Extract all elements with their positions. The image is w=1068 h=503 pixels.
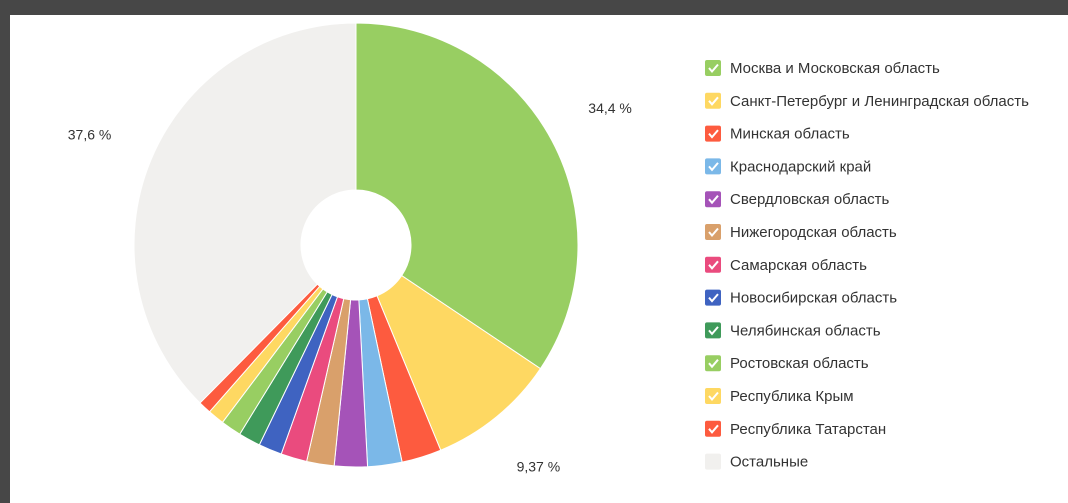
legend-check — [708, 359, 719, 369]
legend-label: Санкт-Петербург и Ленинградская область — [730, 93, 1029, 110]
legend-item[interactable]: Свердловская область — [705, 191, 890, 208]
legend-label: Минская область — [730, 126, 850, 143]
legend-item[interactable]: Челябинская область — [705, 322, 881, 339]
legend-check — [708, 63, 719, 74]
legend-label: Республика Татарстан — [730, 421, 886, 438]
legend-label: Челябинская область — [730, 322, 881, 339]
legend-label: Самарская область — [730, 257, 867, 274]
legend-label: Свердловская область — [730, 191, 890, 208]
legend-item[interactable]: Республика Татарстан — [705, 421, 886, 438]
legend-check — [708, 391, 719, 402]
legend-checkbox — [705, 158, 721, 175]
legend-checkbox — [705, 420, 721, 437]
value-label: 34,4 % — [588, 100, 632, 116]
legend-item[interactable]: Республика Крым — [705, 388, 854, 405]
legend-item[interactable]: Краснодарский край — [705, 158, 871, 175]
legend-checkbox — [705, 125, 721, 142]
legend-label: Республика Крым — [730, 388, 854, 405]
legend-checkbox — [705, 92, 721, 109]
legend-item[interactable]: Ростовская область — [705, 355, 869, 372]
legend-label: Остальные — [730, 454, 808, 471]
legend-item[interactable]: Москва и Московская область — [705, 60, 940, 77]
legend-check — [708, 129, 719, 139]
legend-item[interactable]: Нижегородская область — [705, 224, 897, 241]
legend-item[interactable]: Новосибирская область — [705, 290, 897, 307]
slice — [133, 22, 357, 404]
legend-checkbox — [705, 388, 721, 404]
legend-checkbox — [705, 355, 721, 372]
legend-item[interactable]: Санкт-Петербург и Ленинградская область — [705, 93, 1029, 110]
legend-checkbox — [705, 289, 721, 306]
slice — [355, 22, 579, 370]
legend-check — [708, 96, 719, 106]
legend-check — [708, 293, 719, 303]
legend-label: Ростовская область — [730, 355, 869, 372]
legend-checkbox — [705, 256, 721, 273]
value-label: 9,37 % — [517, 459, 561, 475]
legend-check — [708, 424, 719, 434]
legend-label: Новосибирская область — [730, 290, 897, 307]
legend-checkbox — [705, 453, 721, 470]
legend-checkbox — [705, 60, 721, 76]
legend-item[interactable]: Самарская область — [705, 257, 867, 274]
value-label: 37,6 % — [68, 126, 112, 142]
legend-check — [708, 326, 719, 336]
legend-check — [708, 162, 719, 172]
legend-label: Нижегородская область — [730, 224, 897, 241]
legend-item[interactable]: Остальные — [705, 454, 808, 471]
legend-check — [708, 227, 719, 238]
legend-item[interactable]: Минская область — [705, 126, 850, 143]
legend-check — [708, 260, 719, 270]
legend-checkbox — [705, 191, 721, 208]
legend-check — [708, 195, 719, 205]
legend-label: Москва и Московская область — [730, 60, 940, 77]
slice — [376, 274, 542, 451]
legend-checkbox — [705, 322, 721, 339]
legend-label: Краснодарский край — [730, 158, 871, 175]
legend-checkbox — [705, 224, 721, 240]
